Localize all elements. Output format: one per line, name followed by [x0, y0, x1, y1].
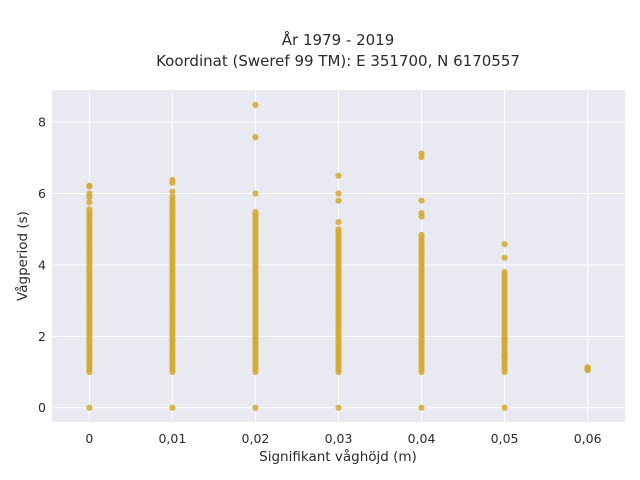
data-point	[418, 231, 425, 239]
data-point	[169, 188, 176, 195]
x-tick-label: 0,06	[574, 431, 602, 446]
data-point	[501, 241, 508, 248]
x-tick-label: 0,05	[491, 431, 519, 446]
y-axis-title: Vågperiod (s)	[14, 211, 31, 301]
x-tick-label: 0,02	[242, 431, 270, 446]
data-point	[335, 218, 342, 226]
data-point	[169, 176, 176, 184]
chart-subtitle: Koordinat (Sweref 99 TM): E 351700, N 61…	[156, 52, 520, 70]
data-point	[501, 336, 508, 343]
tick-labels: 0 0,01 0,02 0,03 0,04 0,05 0,06 0 2 4 6 8	[38, 115, 602, 446]
data-point	[86, 206, 93, 213]
y-tick-label: 0	[38, 400, 46, 415]
data-point	[335, 197, 342, 204]
x-tick-label: 0,03	[325, 431, 353, 446]
data-point	[501, 254, 508, 261]
data-point	[169, 404, 176, 411]
data-point	[418, 404, 425, 411]
data-point	[335, 190, 342, 197]
data-point	[501, 404, 508, 411]
data-point	[418, 197, 425, 204]
data-point	[169, 193, 176, 201]
y-tick-label: 8	[38, 115, 46, 130]
x-tick-label: 0	[85, 431, 93, 446]
y-tick-label: 2	[38, 329, 46, 344]
data-point	[252, 190, 259, 197]
data-points	[86, 101, 591, 411]
data-point	[86, 190, 93, 197]
x-tick-label: 0,01	[158, 431, 186, 446]
data-point	[418, 210, 425, 217]
data-point	[252, 134, 259, 141]
data-point	[335, 404, 342, 411]
data-point	[86, 182, 93, 189]
data-point	[501, 268, 508, 276]
y-tick-label: 6	[38, 186, 46, 201]
x-axis-title: Signifikant våghöjd (m)	[259, 448, 417, 465]
data-point	[335, 172, 342, 179]
y-tick-label: 4	[38, 257, 46, 272]
data-point	[335, 226, 342, 233]
data-point	[252, 208, 259, 216]
data-point	[418, 150, 425, 157]
data-point	[584, 364, 591, 371]
data-point	[252, 404, 259, 411]
chart-title: År 1979 - 2019	[282, 30, 395, 49]
x-tick-label: 0,04	[408, 431, 436, 446]
data-point	[86, 199, 93, 206]
data-point	[501, 352, 508, 360]
data-point	[86, 404, 93, 411]
data-point	[252, 101, 259, 109]
